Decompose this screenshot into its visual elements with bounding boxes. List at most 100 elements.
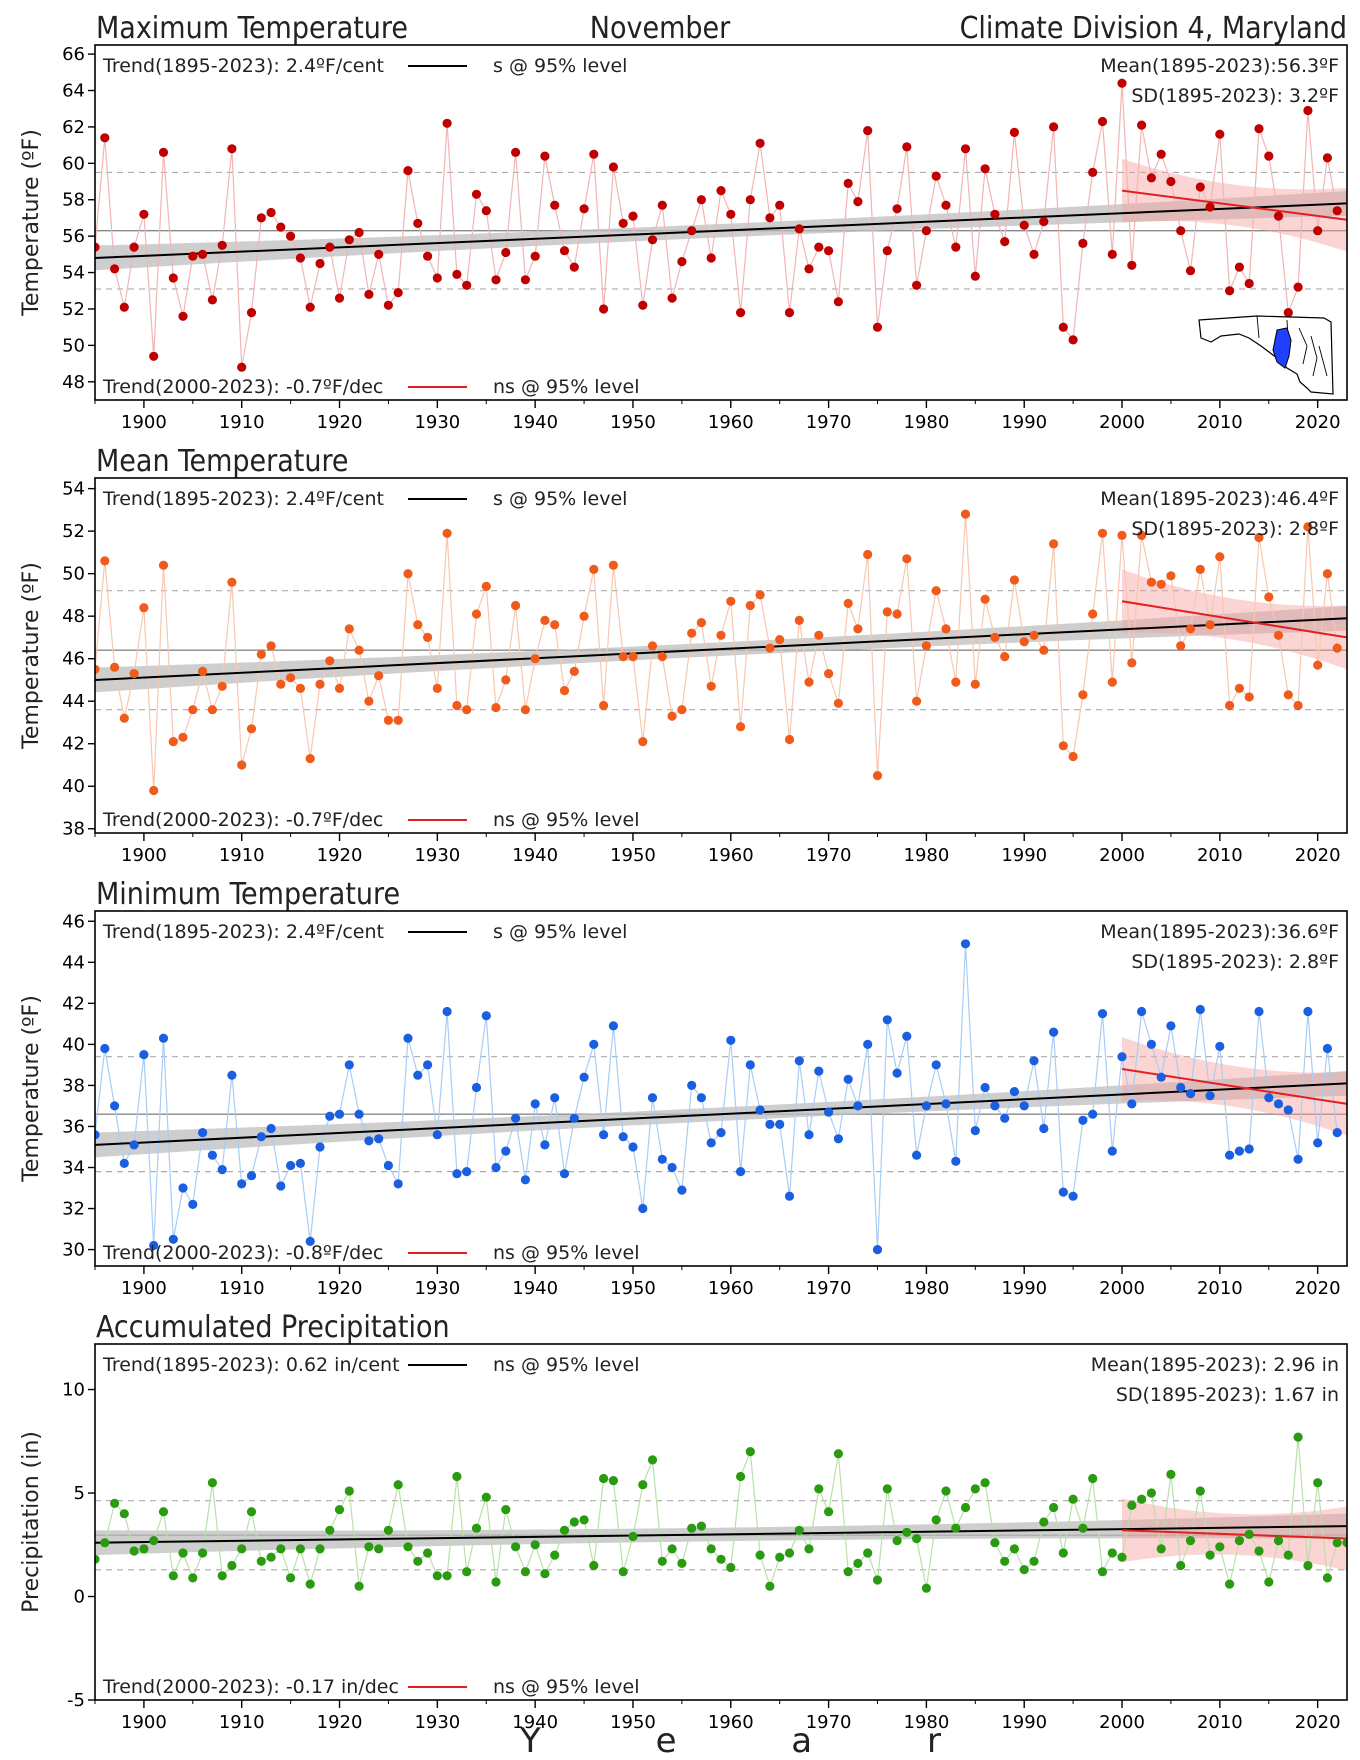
data-point [188,705,198,715]
data-point [931,171,941,181]
data-point [687,1080,697,1090]
data-point [716,186,726,196]
x-tick-label: 1990 [1001,1712,1047,1733]
data-point [677,1185,687,1195]
data-point [687,1523,697,1533]
data-point [618,1132,628,1142]
data-point [804,677,814,687]
data-point [227,577,237,587]
data-point [432,273,442,283]
data-point [755,1105,765,1115]
data-point [119,1509,129,1519]
data-point [667,1162,677,1173]
x-tick-label: 1970 [806,412,852,433]
data-point [794,615,804,626]
data-point [423,1060,433,1070]
data-point [1195,564,1205,575]
x-tick-label: 1920 [317,412,363,433]
data-point [1195,1004,1205,1015]
data-point [520,1567,531,1577]
data-point [286,673,296,683]
data-point [110,1101,120,1111]
x-axis-label: Y e a r [519,1721,993,1760]
data-point [129,1140,139,1150]
data-point [853,197,863,207]
data-point [374,249,384,259]
y-tick-label: 54 [62,263,85,284]
data-point [1195,1486,1205,1496]
data-point [100,133,110,143]
data-point [726,1562,736,1573]
data-point [344,1060,354,1070]
data-point [931,586,941,596]
data-point [1332,1538,1342,1548]
data-point [638,300,648,310]
data-point [207,1478,217,1488]
data-point [1303,105,1313,116]
data-point [843,1074,853,1084]
data-point [1332,643,1342,653]
y-tick-label: 10 [62,1380,85,1401]
data-point [921,1101,932,1111]
x-tick-label: 1910 [219,412,265,433]
data-point [1234,1146,1244,1156]
series-line [95,943,1338,1250]
data-point [452,700,462,711]
data-point [344,235,354,245]
data-point [1156,1072,1166,1082]
data-point [100,1538,110,1548]
data-point [970,1484,980,1494]
y-tick-label: 44 [62,691,85,712]
data-point [95,1130,100,1140]
panel-precip: Accumulated Precipitation -5 0 5 10 1900 1910 1… [19,1310,1348,1733]
data-point [442,1571,452,1581]
data-point [892,1536,902,1546]
data-point [403,1033,413,1043]
x-tick-label: 1980 [904,1278,950,1299]
data-point [501,1505,511,1515]
data-point [608,162,619,172]
data-point [784,734,795,745]
data-point [706,1138,716,1148]
data-point [1000,1556,1010,1566]
trend-long-line [95,1525,1347,1544]
data-point [1313,226,1323,236]
data-point [892,1068,902,1078]
x-tick-label: 1940 [512,1278,558,1299]
data-point [921,1583,932,1593]
data-point [1185,1089,1196,1099]
data-point [882,607,892,617]
data-point [647,1093,658,1103]
data-point [1019,637,1029,647]
data-point [1097,1567,1108,1577]
data-point [1264,592,1274,602]
data-point [119,302,129,312]
data-point [1058,1187,1068,1197]
data-point [1254,532,1264,543]
trend-recent-line [1121,189,1347,221]
x-tick-label: 1950 [610,845,656,866]
y-tick-label: 38 [62,1075,85,1096]
data-point [1049,1027,1059,1037]
data-point [129,242,139,252]
data-point [452,269,462,279]
data-point [1283,1550,1293,1560]
x-tick-label: 1950 [610,1278,656,1299]
data-point [970,271,980,281]
y-tick-label: 62 [62,117,85,138]
data-point [286,1160,296,1171]
data-point [589,1560,599,1571]
data-point [1303,1560,1313,1571]
plot-area-min [95,939,1347,1255]
data-point [491,1162,501,1173]
data-point [647,235,658,245]
data-point [628,652,638,662]
data-point [559,1525,570,1535]
data-point [550,620,560,630]
x-tick-label: 1940 [512,845,558,866]
data-point [1264,1577,1274,1587]
data-point [295,1544,305,1554]
y-tick-label: 50 [62,564,85,585]
y-tick-label: 54 [62,479,85,500]
